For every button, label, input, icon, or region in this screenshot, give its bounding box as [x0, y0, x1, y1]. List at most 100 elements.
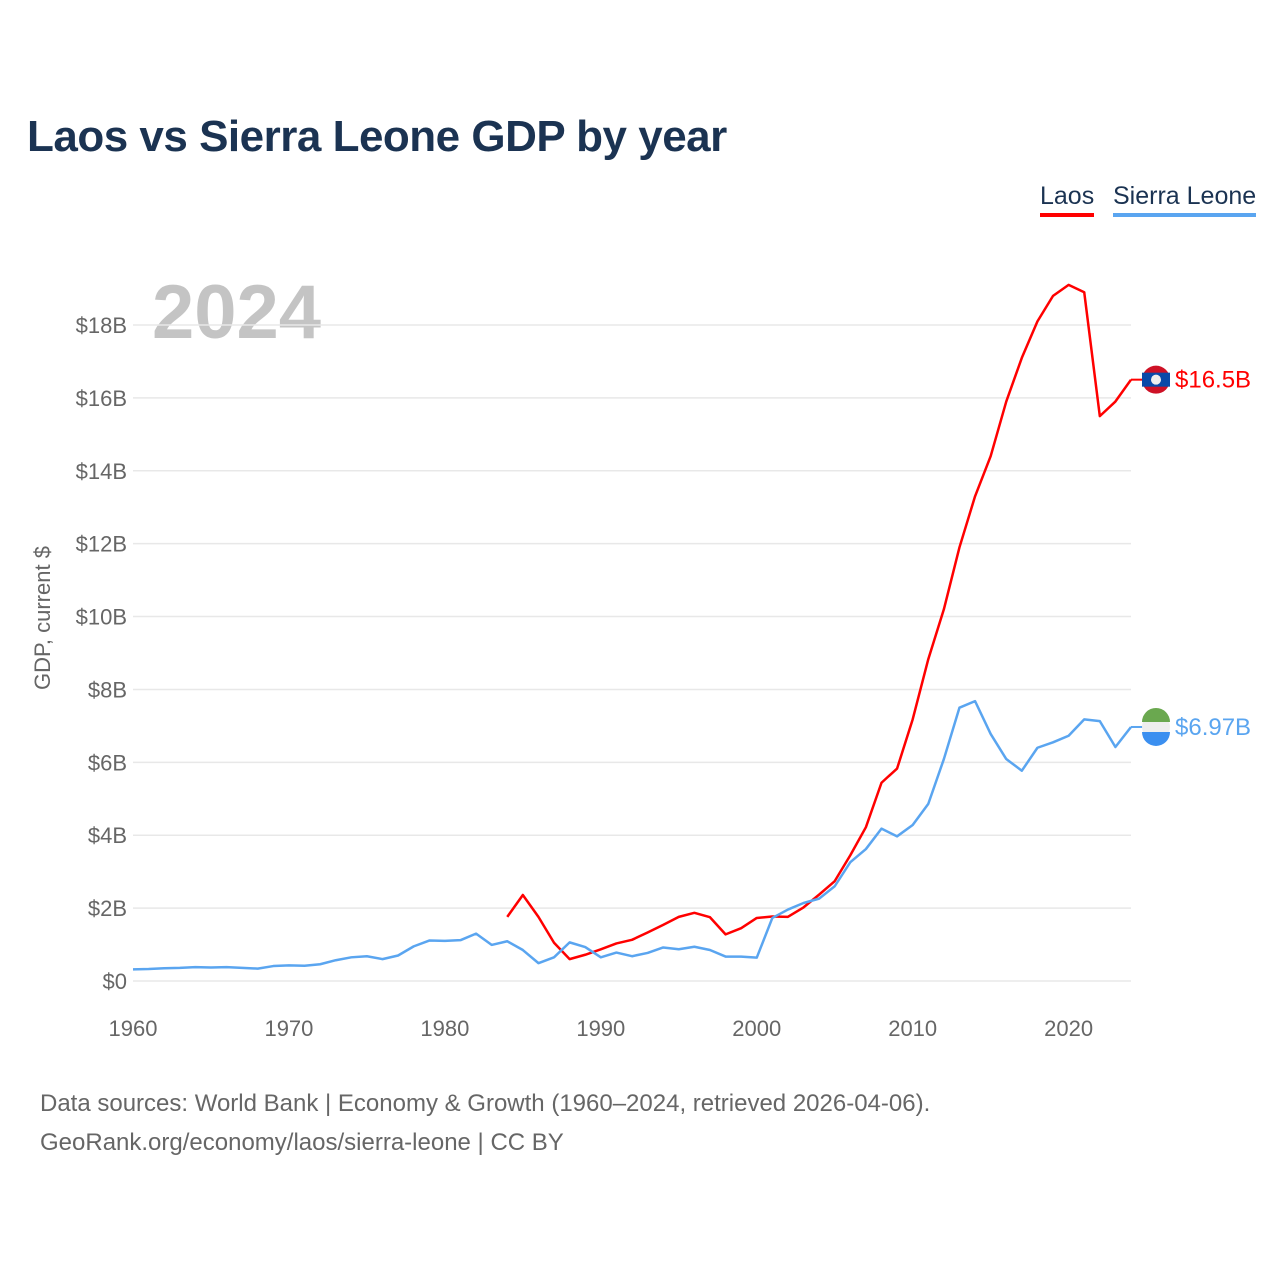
data-point — [287, 963, 291, 967]
data-point — [536, 961, 540, 965]
data-point — [895, 767, 899, 771]
data-point — [926, 657, 930, 661]
data-point — [521, 893, 525, 897]
source-link[interactable]: GeoRank.org/economy/laos/sierra-leone | … — [40, 1129, 564, 1156]
data-point — [864, 847, 868, 851]
data-point — [209, 966, 213, 970]
data-point — [1067, 283, 1071, 287]
x-tick-label: 1960 — [109, 1016, 158, 1041]
data-point — [864, 825, 868, 829]
data-point — [1098, 414, 1102, 418]
data-point — [677, 915, 681, 919]
y-tick-label: $18B — [76, 313, 127, 338]
chart-svg: 2024 $0 $2B $4B $6B $8B $10B $12B $14B $16B $18B 19… — [30, 270, 1251, 1041]
x-tick-label: 1990 — [576, 1016, 625, 1041]
data-point — [802, 901, 806, 905]
data-point — [1004, 757, 1008, 761]
sierra-leone-flag-blue — [1142, 731, 1170, 746]
data-point — [630, 938, 634, 942]
data-point — [147, 967, 151, 971]
data-point — [817, 897, 821, 901]
data-point — [318, 962, 322, 966]
data-point — [381, 957, 385, 961]
data-point — [755, 916, 759, 920]
data-point — [303, 964, 307, 968]
data-point — [256, 967, 260, 971]
data-point — [770, 916, 774, 920]
series-line-sierra-leone — [132, 699, 1132, 971]
data-point — [973, 699, 977, 703]
data-point — [692, 911, 696, 915]
data-point — [443, 939, 447, 943]
data-point — [505, 915, 509, 919]
data-point — [1113, 745, 1117, 749]
data-point — [1004, 400, 1008, 404]
x-tick-label: 1970 — [264, 1016, 313, 1041]
footer-note: Data sources: World Bank | Economy & Gro… — [40, 1084, 930, 1162]
data-point — [365, 954, 369, 958]
data-point — [240, 966, 244, 970]
data-point — [1082, 290, 1086, 294]
data-point — [599, 955, 603, 959]
data-point — [942, 607, 946, 611]
data-point — [536, 915, 540, 919]
data-point — [193, 965, 197, 969]
y-tick-label: $12B — [76, 532, 127, 557]
data-point — [1098, 719, 1102, 723]
data-point — [1035, 319, 1039, 323]
data-point — [630, 954, 634, 958]
data-point — [989, 732, 993, 736]
y-tick-label: $16B — [76, 386, 127, 411]
x-tick-label: 2020 — [1044, 1016, 1093, 1041]
legend-laos[interactable]: Laos — [1040, 182, 1095, 217]
data-point — [942, 757, 946, 761]
x-tick-label: 2000 — [732, 1016, 781, 1041]
data-point — [225, 965, 229, 969]
year-watermark: 2024 — [152, 270, 321, 355]
data-point — [1020, 356, 1024, 360]
data-point — [989, 454, 993, 458]
y-tick-label: $14B — [76, 459, 127, 484]
data-point — [552, 941, 556, 945]
x-tick-label: 2010 — [888, 1016, 937, 1041]
data-point — [677, 947, 681, 951]
data-point — [1051, 740, 1055, 744]
y-tick-label: $4B — [88, 823, 127, 848]
data-point — [708, 948, 712, 952]
data-point — [458, 938, 462, 942]
data-point — [848, 860, 852, 864]
data-point — [599, 947, 603, 951]
data-point — [568, 940, 572, 944]
data-point — [724, 932, 728, 936]
source-text: Data sources: World Bank | Economy & Gro… — [40, 1090, 931, 1117]
data-point — [646, 931, 650, 935]
data-point — [895, 834, 899, 838]
data-point — [957, 545, 961, 549]
data-point — [412, 944, 416, 948]
data-point — [1020, 769, 1024, 773]
data-point — [802, 905, 806, 909]
y-tick-label: $0 — [103, 969, 127, 994]
data-point — [568, 957, 572, 961]
y-tick-label: $10B — [76, 605, 127, 630]
data-point — [583, 945, 587, 949]
end-value-label: $6.97B — [1175, 714, 1251, 741]
data-point — [552, 955, 556, 959]
data-point — [880, 781, 884, 785]
series-line-laos — [506, 283, 1133, 961]
sierra-leone-flag-green — [1142, 707, 1170, 722]
chart-title: Laos vs Sierra Leone GDP by year — [27, 112, 727, 161]
data-point — [1051, 294, 1055, 298]
data-point — [614, 941, 618, 945]
data-point — [1113, 400, 1117, 404]
legend-sierra-leone[interactable]: Sierra Leone — [1113, 182, 1257, 217]
data-point — [1035, 746, 1039, 750]
data-point — [178, 966, 182, 970]
data-point — [786, 908, 790, 912]
data-point — [833, 884, 837, 888]
end-value-label: $16.5B — [1175, 367, 1251, 394]
data-point — [1082, 717, 1086, 721]
y-axis-label: GDP, current $ — [30, 546, 55, 690]
data-point — [926, 802, 930, 806]
